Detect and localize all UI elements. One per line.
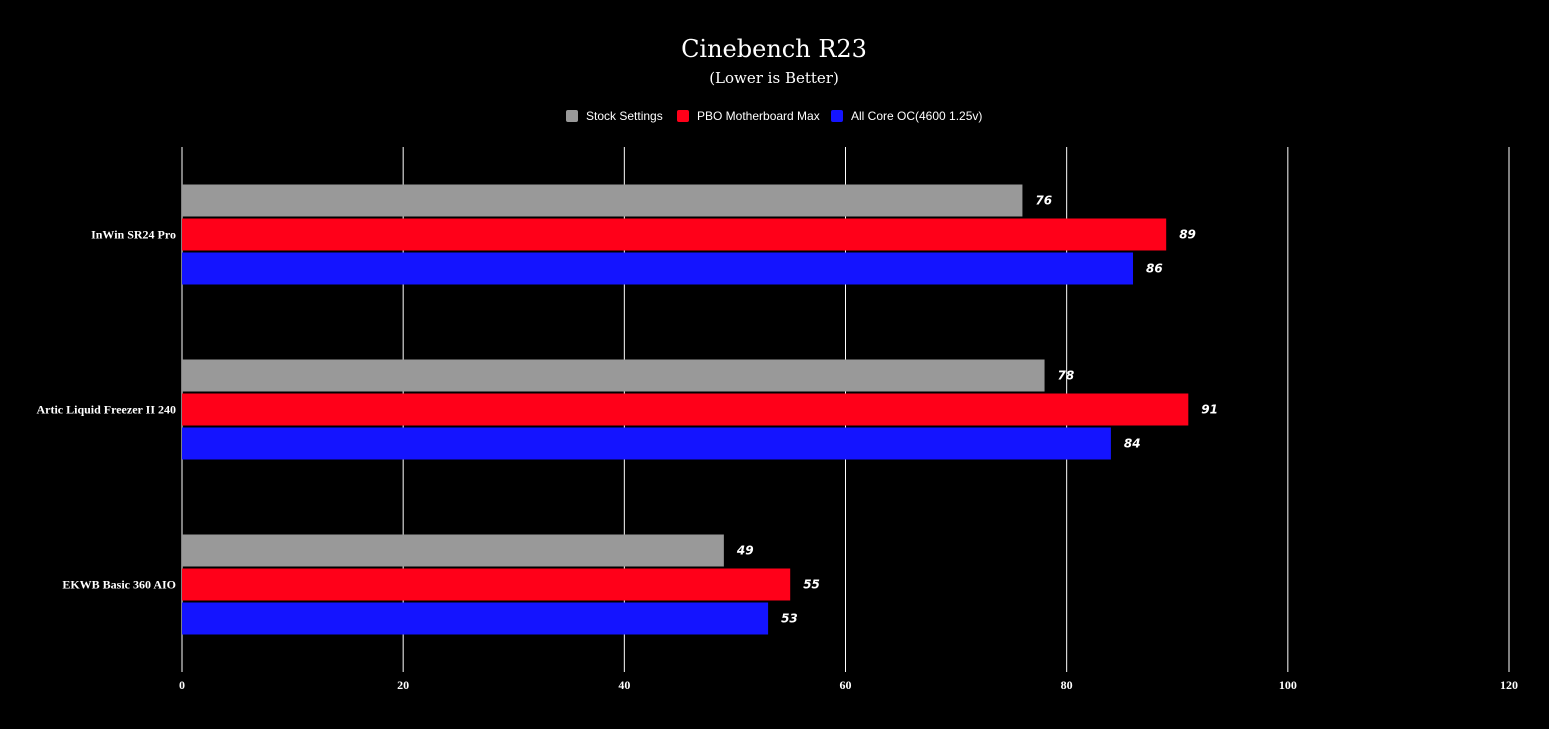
chart-subtitle: (Lower is Better) — [709, 69, 839, 87]
legend-item-all-core-oc[interactable]: All Core OC(4600 1.25v) — [831, 109, 982, 123]
bar-artic-liquid-freezer-ii-240-pbo-motherboard-max[interactable] — [182, 393, 1189, 426]
category-label-ekwb-basic-360-aio: EKWB Basic 360 AIO — [62, 578, 176, 592]
x-tick-label-0: 0 — [179, 678, 185, 692]
data-label-artic-liquid-freezer-ii-240-stock-settings: 78 — [1058, 369, 1075, 383]
legend-swatch-stock-settings — [566, 110, 578, 122]
legend-item-pbo-motherboard-max[interactable]: PBO Motherboard Max — [677, 109, 820, 123]
legend: Stock Settings PBO Motherboard Max All C… — [566, 109, 982, 123]
bars — [182, 184, 1189, 635]
bar-artic-liquid-freezer-ii-240-stock-settings[interactable] — [182, 359, 1045, 392]
data-label-artic-liquid-freezer-ii-240-all-core-oc-4600-1-25v: 84 — [1124, 437, 1141, 451]
data-label-ekwb-basic-360-aio-all-core-oc-4600-1-25v: 53 — [781, 612, 798, 626]
x-tick-label-80: 80 — [1061, 678, 1073, 692]
x-tick-label-120: 120 — [1500, 678, 1518, 692]
x-tick-label-20: 20 — [397, 678, 409, 692]
bar-ekwb-basic-360-aio-pbo-motherboard-max[interactable] — [182, 568, 791, 601]
bar-inwin-sr24-pro-stock-settings[interactable] — [182, 184, 1023, 217]
bar-artic-liquid-freezer-ii-240-all-core-oc-4600-1-25v[interactable] — [182, 427, 1111, 460]
category-label-artic-liquid-freezer-ii-240: Artic Liquid Freezer II 240 — [36, 403, 176, 417]
legend-label-all-core-oc: All Core OC(4600 1.25v) — [851, 109, 982, 123]
data-label-ekwb-basic-360-aio-pbo-motherboard-max: 55 — [803, 578, 820, 592]
legend-label-stock-settings: Stock Settings — [586, 109, 663, 123]
data-label-inwin-sr24-pro-all-core-oc-4600-1-25v: 86 — [1146, 262, 1163, 276]
legend-item-stock-settings[interactable]: Stock Settings — [566, 109, 663, 123]
data-label-inwin-sr24-pro-stock-settings: 76 — [1035, 194, 1052, 208]
chart-title: Cinebench R23 — [681, 35, 867, 63]
category-label-inwin-sr24-pro: InWin SR24 Pro — [91, 228, 176, 242]
legend-label-pbo-motherboard-max: PBO Motherboard Max — [697, 109, 820, 123]
data-label-artic-liquid-freezer-ii-240-pbo-motherboard-max: 91 — [1201, 403, 1218, 417]
data-label-inwin-sr24-pro-pbo-motherboard-max: 89 — [1179, 228, 1196, 242]
bar-inwin-sr24-pro-all-core-oc-4600-1-25v[interactable] — [182, 252, 1134, 285]
category-labels: InWin SR24 Pro Artic Liquid Freezer II 24… — [36, 228, 176, 592]
x-tick-label-60: 60 — [840, 678, 852, 692]
x-tick-label-100: 100 — [1279, 678, 1297, 692]
bar-ekwb-basic-360-aio-stock-settings[interactable] — [182, 534, 724, 567]
data-labels: 76 89 86 78 91 84 49 55 53 — [736, 194, 1218, 626]
x-axis-ticks: 0 20 40 60 80 100 120 — [179, 678, 1518, 692]
data-label-ekwb-basic-360-aio-stock-settings: 49 — [736, 544, 754, 558]
legend-swatch-pbo-motherboard-max — [677, 110, 689, 122]
bar-inwin-sr24-pro-pbo-motherboard-max[interactable] — [182, 218, 1167, 251]
bar-ekwb-basic-360-aio-all-core-oc-4600-1-25v[interactable] — [182, 602, 769, 635]
x-tick-label-40: 40 — [618, 678, 630, 692]
legend-swatch-all-core-oc — [831, 110, 843, 122]
